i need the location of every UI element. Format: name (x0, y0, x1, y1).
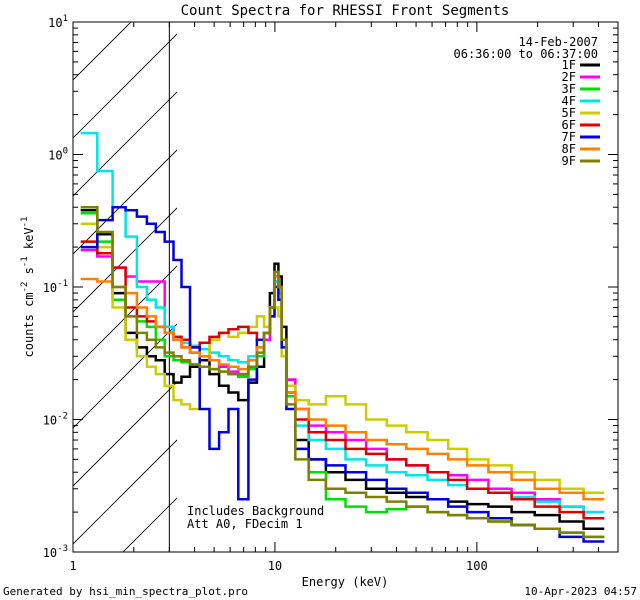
series-line-6F (80, 240, 605, 520)
hatched-background-region (73, 22, 177, 552)
footer-timestamp: 10-Apr-2023 04:57 (524, 585, 637, 598)
y-tick-label-1e-2: 10-2 (43, 412, 68, 428)
y-tick-base: 10 (48, 16, 62, 30)
y-axis-title-exponent: -1 (20, 217, 30, 228)
footer-generated-by: Generated by hsi_min_spectra_plot.pro (3, 585, 248, 598)
legend-label-3F: 3F (562, 82, 576, 96)
series-line-7F (80, 205, 605, 543)
hatch-line (73, 91, 177, 197)
y-axis-title-exponent: -1 (20, 256, 30, 267)
x-tick-label-10: 10 (268, 559, 282, 573)
y-tick-base: 10 (43, 546, 57, 560)
y-tick-label-1e-3: 10-3 (43, 544, 68, 560)
y-tick-base: 10 (43, 281, 57, 295)
y-tick-label-1e-1: 10-1 (43, 279, 68, 295)
x-tick-label-1: 1 (69, 559, 76, 573)
y-tick-labels: 101 100 10-1 10-2 10-3 (43, 14, 68, 560)
chart-title: Count Spectra for RHESSI Front Segments (181, 3, 510, 19)
legend-label-2F: 2F (562, 70, 576, 84)
y-tick-exponent: -2 (57, 412, 68, 422)
legend-label-6F: 6F (562, 118, 576, 132)
series-line-9F (80, 205, 605, 539)
y-tick-exponent: -3 (57, 544, 68, 554)
y-tick-base: 10 (48, 149, 62, 163)
y-tick-label-1e0: 100 (48, 147, 68, 163)
legend-label-7F: 7F (562, 130, 576, 144)
y-axis-title: counts cm-2 s-1 keV-1 (20, 217, 36, 358)
y-axis-title-part: keV (22, 227, 36, 256)
y-axis-title-part: s (22, 267, 36, 281)
series-lines (80, 131, 605, 543)
legend-label-9F: 9F (562, 154, 576, 168)
y-tick-exponent: -1 (57, 279, 68, 289)
legend-label-4F: 4F (562, 94, 576, 108)
series-line-4F (80, 131, 605, 514)
hatch-line (73, 381, 177, 487)
note-background: Includes Background (187, 504, 324, 518)
legend-label-5F: 5F (562, 106, 576, 120)
y-tick-label-1e1: 101 (48, 14, 68, 30)
y-tick-exponent: 0 (63, 147, 68, 157)
hatch-line (73, 207, 177, 313)
y-tick-exponent: 1 (63, 14, 68, 24)
date-label: 14-Feb-2007 (519, 35, 598, 49)
legend-label-8F: 8F (562, 142, 576, 156)
y-tick-base: 10 (43, 414, 57, 428)
y-axis-title-part: counts cm (22, 292, 36, 357)
hatch-line (73, 33, 177, 139)
series-line-5F (80, 222, 605, 495)
x-tick-labels: 1 10 100 (69, 559, 487, 573)
y-axis-title-exponent: -2 (20, 282, 30, 293)
hatch-line (73, 439, 177, 545)
x-axis-title: Energy (keV) (302, 575, 389, 589)
x-tick-label-100: 100 (466, 559, 488, 573)
hatch-line (73, 265, 177, 371)
legend-label-1F: 1F (562, 58, 576, 72)
time-range-label: 06:36:00 to 06:37:00 (454, 47, 599, 61)
axis-ticks (72, 21, 619, 553)
series-line-1F (80, 208, 605, 530)
note-attenuator: Att A0, FDecim 1 (187, 517, 303, 531)
